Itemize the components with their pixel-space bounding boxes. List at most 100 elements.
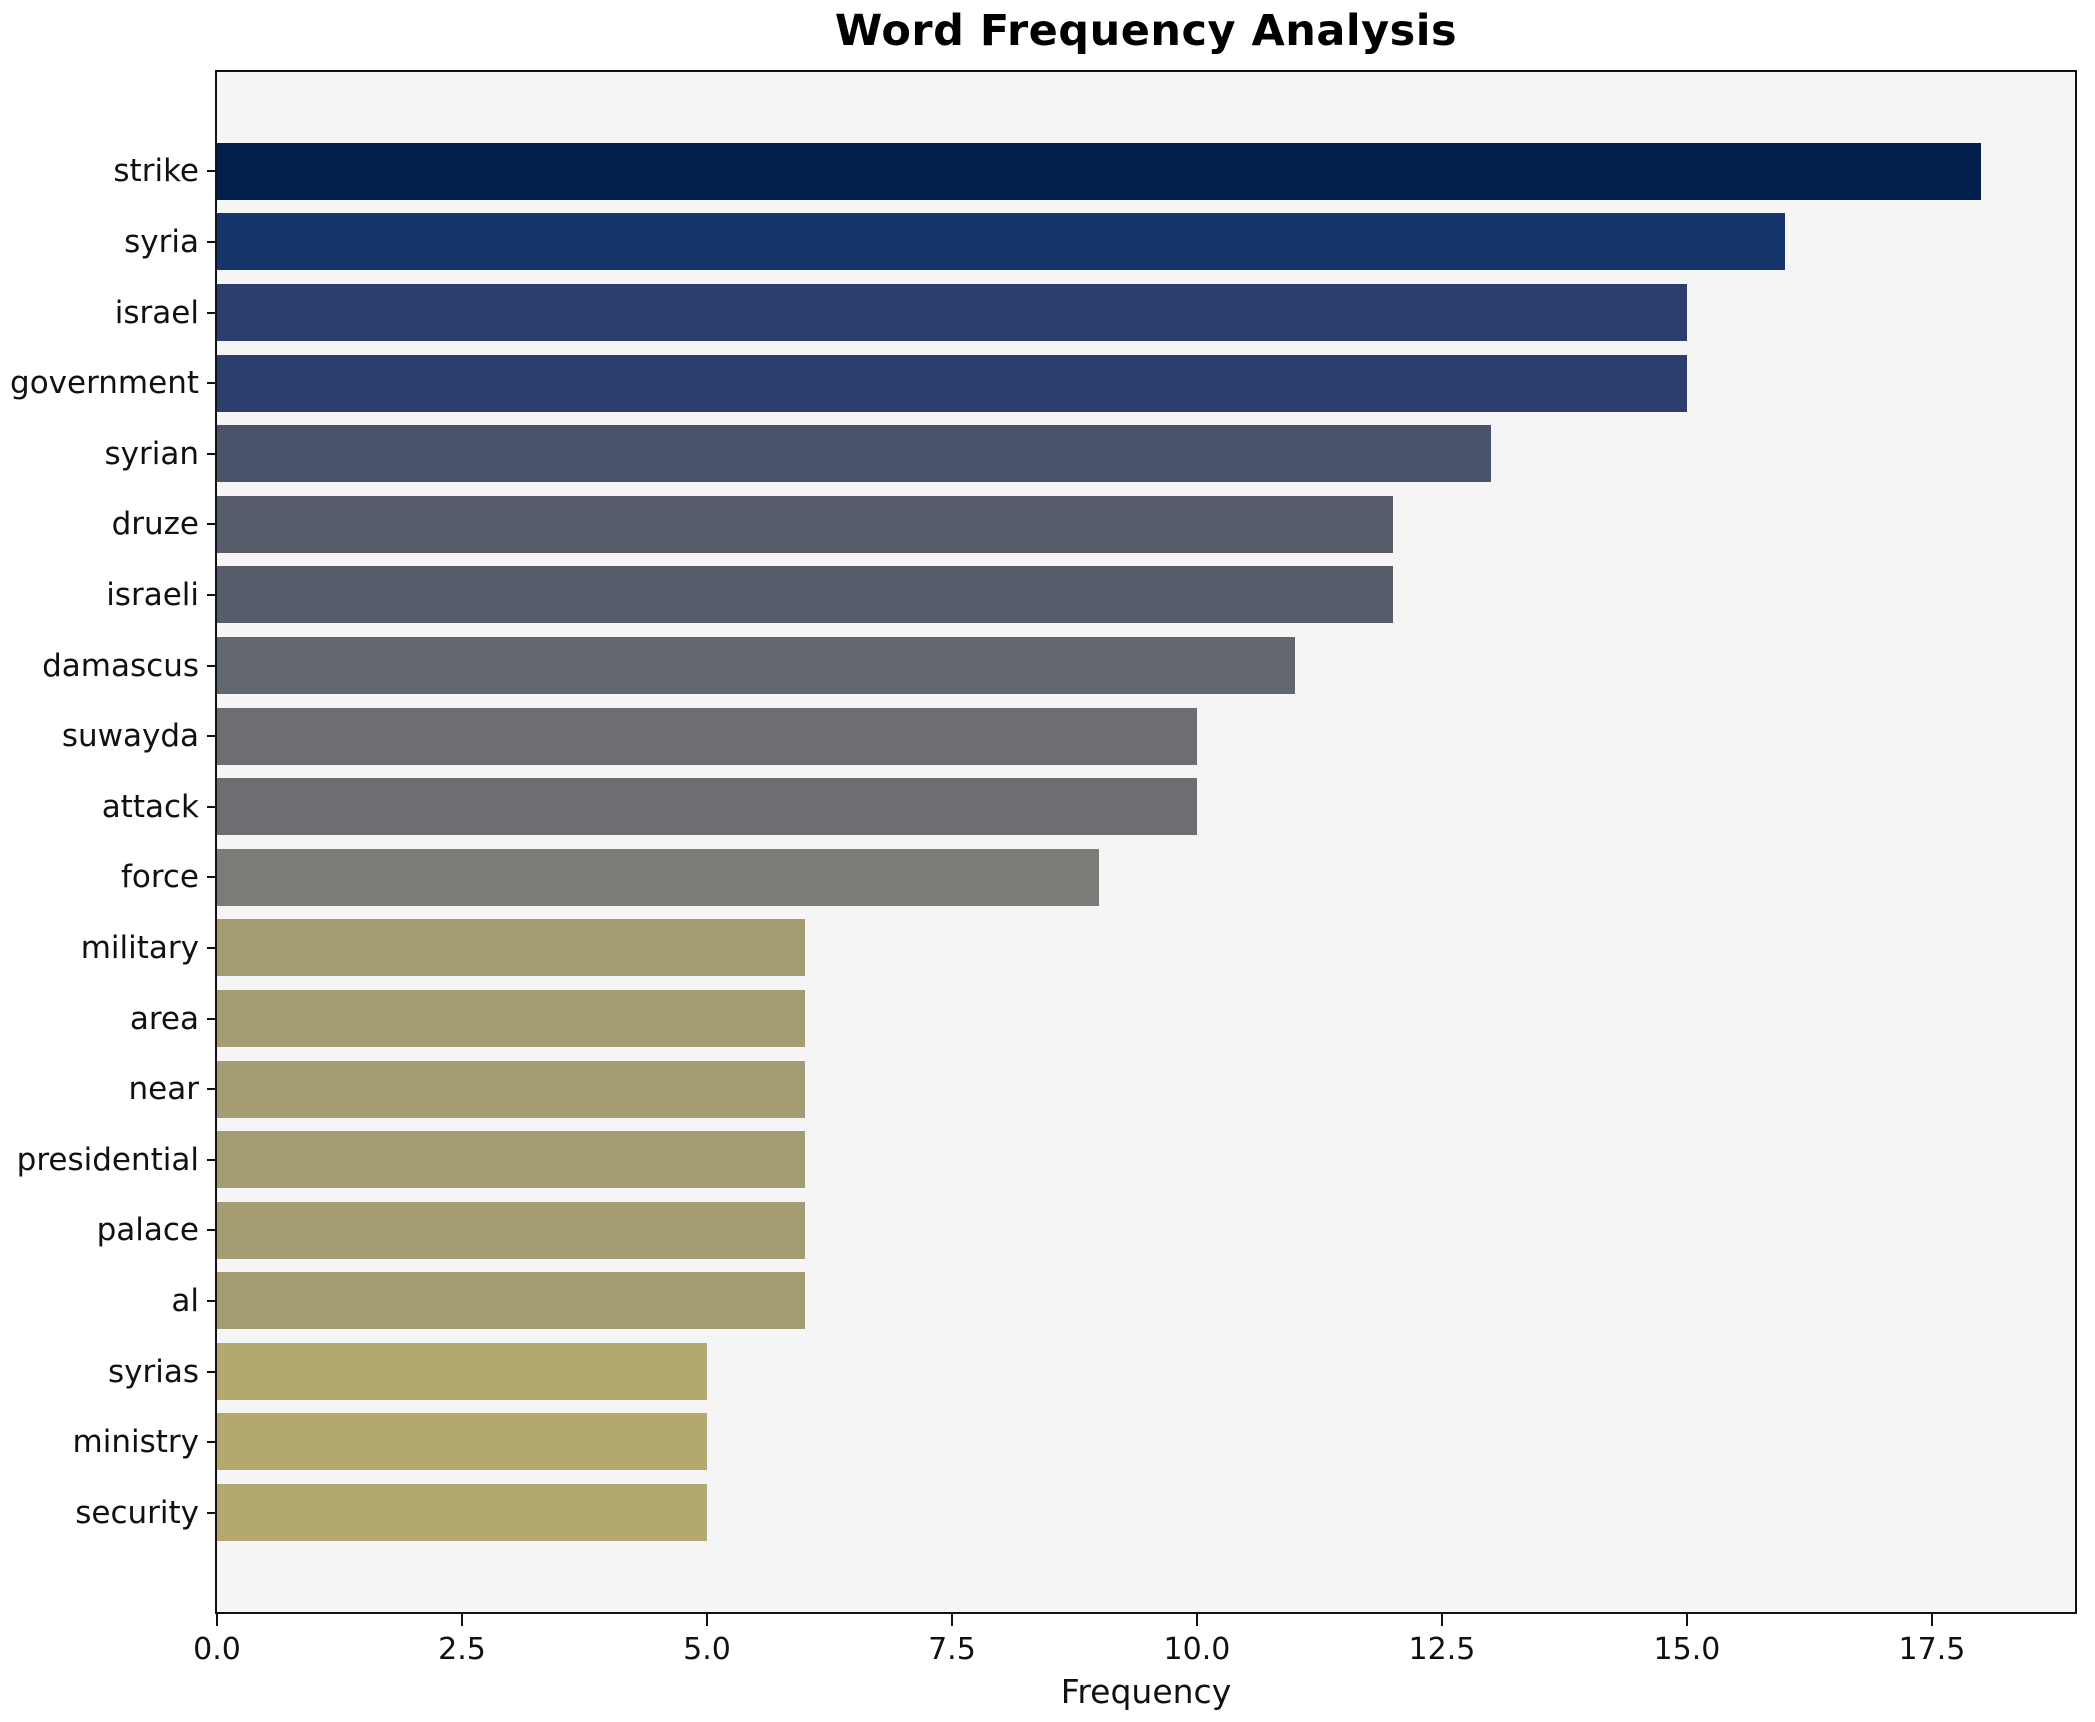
x-tick-mark [950,1614,953,1626]
y-tick-label-damascus: damascus [42,647,199,684]
y-tick-label-palace: palace [96,1212,199,1249]
y-tick-mark [207,946,215,949]
bar-area [217,989,805,1047]
y-tick-mark [207,1158,215,1161]
y-tick-label-military: military [80,929,199,966]
y-tick-label-security: security [75,1494,199,1531]
y-tick-mark [207,170,215,173]
bar-damascus [217,636,1295,694]
y-tick-label-force: force [120,859,199,896]
x-tick-mark [705,1614,708,1626]
bar-syria [217,213,1785,271]
bar-syrias [217,1342,707,1400]
chart-title: Word Frequency Analysis [834,6,1458,56]
bar-row [217,913,2075,984]
y-tick-mark [207,1299,215,1302]
y-tick-label-al: al [171,1282,199,1319]
x-tick-mark [460,1614,463,1626]
x-tick-mark [1440,1614,1443,1626]
bar-row [217,277,2075,348]
y-tick-label-presidential: presidential [16,1141,199,1178]
y-tick-label-israel: israel [114,294,199,331]
y-tick-mark [207,1229,215,1232]
bar-government [217,354,1687,412]
bar-row [217,560,2075,631]
bar-row [217,1195,2075,1266]
bar-military [217,919,805,977]
bar-near [217,1060,805,1118]
bar-row [217,1407,2075,1478]
bar-row [217,1124,2075,1195]
y-tick-mark [207,1017,215,1020]
bar-row [217,1336,2075,1407]
y-tick-label-area: area [129,1000,199,1037]
y-tick-mark [207,452,215,455]
x-tick-label-17.5: 17.5 [1898,1632,1966,1667]
y-tick-label-government: government [10,365,199,402]
y-tick-label-near: near [128,1071,199,1108]
bar-suwayda [217,707,1197,765]
y-tick-label-syrian: syrian [104,435,200,472]
x-tick-label-7.5: 7.5 [928,1632,976,1667]
x-tick-mark [1195,1614,1198,1626]
y-tick-mark [207,805,215,808]
x-tick-label-15.0: 15.0 [1653,1632,1721,1667]
y-tick-label-strike: strike [113,153,199,190]
y-tick-label-israeli: israeli [106,576,199,613]
bar-force [217,848,1099,906]
bar-row [217,1054,2075,1125]
bar-row [217,771,2075,842]
bar-row [217,630,2075,701]
y-tick-mark [207,382,215,385]
y-tick-mark [207,1511,215,1514]
y-tick-label-syria: syria [124,223,199,260]
bar-syrian [217,425,1491,483]
x-tick-label-10.0: 10.0 [1163,1632,1231,1667]
bar-row [217,1266,2075,1337]
y-tick-mark [207,593,215,596]
bar-row [217,348,2075,419]
y-tick-mark [207,664,215,667]
y-tick-label-syrias: syrias [107,1353,199,1390]
bars-area [217,72,2075,1612]
bar-israeli [217,566,1393,624]
y-tick-mark [207,1370,215,1373]
bar-row [217,842,2075,913]
bar-presidential [217,1131,805,1189]
bar-row [217,207,2075,278]
x-tick-mark [216,1614,218,1626]
y-tick-label-druze: druze [111,506,199,543]
bar-row [217,418,2075,489]
bar-druze [217,495,1393,553]
y-tick-mark [207,240,215,243]
x-tick-mark [1685,1614,1688,1626]
bar-row [217,136,2075,207]
x-tick-label-12.5: 12.5 [1408,1632,1476,1667]
bar-al [217,1272,805,1330]
x-tick-mark [1930,1614,1933,1626]
bar-attack [217,778,1197,836]
x-axis-label: Frequency [1060,1672,1232,1711]
x-tick-label-2.5: 2.5 [438,1632,486,1667]
x-tick-label-5.0: 5.0 [683,1632,731,1667]
bar-strike [217,142,1981,200]
y-tick-mark [207,1441,215,1444]
y-tick-mark [207,876,215,879]
bar-row [217,489,2075,560]
y-tick-label-attack: attack [101,788,199,825]
y-tick-mark [207,1088,215,1091]
bar-security [217,1484,707,1542]
y-tick-mark [207,311,215,314]
bar-row [217,1477,2075,1548]
y-tick-label-suwayda: suwayda [61,718,199,755]
bar-palace [217,1201,805,1259]
plot-area [215,70,2077,1614]
bar-row [217,701,2075,772]
y-tick-mark [207,735,215,738]
bar-israel [217,283,1687,341]
bar-row [217,983,2075,1054]
bar-ministry [217,1413,707,1471]
y-tick-mark [207,523,215,526]
x-tick-label-0.0: 0.0 [193,1632,241,1667]
